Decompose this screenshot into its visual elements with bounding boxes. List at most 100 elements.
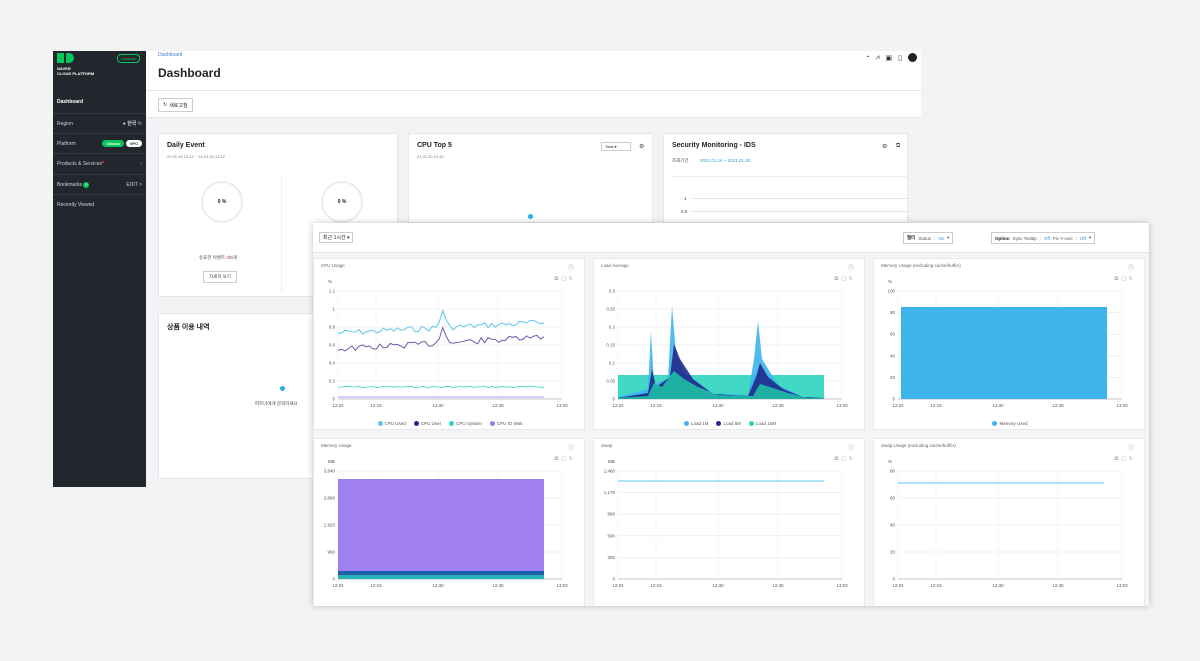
y-tick-label: 0 (332, 577, 335, 582)
platform-label: Platform (57, 140, 76, 147)
load-1m-area (618, 306, 824, 399)
cpu-top5-card: CPU Top 5 21.01.20 12:12 Total ▾ ⚙ (408, 133, 653, 223)
y-tick-label: 0 (892, 397, 895, 402)
sync-tooltip-label: Sync Tooltip (1012, 235, 1037, 241)
book-icon[interactable]: ▯ (898, 54, 902, 62)
sidebar-item-bookmarks[interactable]: Bookmarks 0 EDIT ˄ (53, 174, 146, 194)
panel-tools-icon[interactable]: ⧉▢↻ (1114, 276, 1136, 282)
document-icon[interactable]: ▣ (885, 54, 893, 62)
panel-tools-icon[interactable]: ⧉▢↻ (834, 276, 856, 282)
panel-tools-icon[interactable]: ⧉▢↻ (834, 456, 856, 462)
info-icon[interactable]: ⓘ (1127, 446, 1134, 452)
panel-chart: MB 3,840 2,880 1,920 960 012:04 12:15 12:30 12:4… (324, 459, 568, 588)
console-button[interactable]: Console (117, 54, 140, 63)
legend-item[interactable]: Load 15M (749, 421, 776, 426)
x-tick-label: 13:03 (1116, 583, 1128, 588)
x-tick-label: 12:45 (492, 403, 504, 408)
detail-button[interactable]: 자세히 보기 (203, 271, 237, 283)
status-label: Status (918, 235, 932, 241)
x-tick-label: 12:15 (650, 583, 662, 588)
usage-title: 상품 이용 내역 (167, 324, 210, 331)
panel-tools-icon[interactable]: ⧉▢↻ (554, 276, 576, 282)
sidebar-item-dashboard[interactable]: Dashboard (53, 92, 146, 112)
chart-icon[interactable]: ⩘ (875, 53, 880, 61)
y-tick-label: 0.4 (329, 361, 336, 366)
sidebar-item-platform: Platform Classic VPC (53, 133, 146, 153)
naver-cloud-logo[interactable]: NAVER CLOUD PLATFORM (57, 53, 94, 76)
daily-event-card: Daily Event 21.01.19 12:12 ~ 21.01.20 12… (158, 133, 398, 297)
bookmarks-count-badge: 0 (83, 181, 90, 188)
chart-legend: CPU Used CPU User CPU System CPU IO Wait (314, 421, 586, 426)
sidebar-item-products[interactable]: Products & Services › (53, 153, 146, 173)
x-tick-label: 12:45 (772, 583, 784, 588)
y-tick-label: 2,880 (324, 496, 336, 501)
sidebar-item-region[interactable]: Region ● 한국 ↻ (53, 113, 146, 133)
panel-tools-icon[interactable]: ⧉▢↻ (1114, 456, 1136, 462)
donut2-value: 0 % (337, 199, 347, 205)
info-icon[interactable]: ⓘ (1127, 266, 1134, 272)
refresh-button[interactable]: ↻ 새로고침 (158, 98, 193, 112)
unit-label: % (888, 459, 892, 464)
option-group[interactable]: Option Sync Tooltip: Off Fix Y-Axis: Off… (991, 232, 1096, 244)
filter-group[interactable]: 필터 Status: No ▾ (903, 232, 954, 244)
caret-down-icon: ▾ (614, 144, 617, 149)
valid-events-label: 유효한 이벤트 (199, 255, 227, 260)
cpu-top5-title: CPU Top 5 (417, 142, 452, 149)
external-link-icon[interactable]: ⧉ (896, 143, 901, 149)
loading-dot-icon (280, 386, 285, 391)
legend-item[interactable]: CPU System (449, 421, 482, 426)
info-icon[interactable]: ⓘ (567, 446, 574, 452)
y-tick: 1 (684, 196, 687, 201)
y-tick-label: 960 (327, 550, 335, 555)
legend-item[interactable]: Load 1M (683, 421, 708, 426)
x-tick-label: 13:03 (836, 583, 848, 588)
x-tick-label: 12:04 (612, 583, 624, 588)
logo-mark-icon (57, 53, 94, 63)
x-tick-label: 12:15 (930, 583, 942, 588)
legend-item[interactable]: CPU IO Wait (489, 421, 522, 426)
caret-down-icon: ▾ (346, 235, 350, 241)
period-select[interactable]: 최근 1시간 ▾ (319, 232, 354, 243)
bookmarks-edit-button[interactable]: EDIT (126, 181, 138, 188)
panel-chart: % 1.2 1 0.8 0.6 0.4 0.2 012:04 12:15 12:30 12:45 13… (328, 279, 568, 408)
globe-icon: ● (122, 121, 126, 127)
x-tick-label: 12:30 (992, 403, 1004, 408)
notification-icon[interactable]: ◔ (865, 54, 870, 61)
platform-classic-toggle[interactable]: Classic (102, 140, 125, 147)
chevron-up-icon[interactable]: ˄ (139, 181, 142, 188)
y-tick-label: 0 (892, 577, 895, 582)
refresh-label: 새로고침 (169, 102, 188, 109)
period-value: 최근 1시간 (323, 235, 346, 241)
panel-tools-icon[interactable]: ⧉▢↻ (554, 456, 576, 462)
legend-item[interactable]: CPU Used (377, 421, 406, 426)
settings-icon[interactable]: ⚙ (882, 144, 888, 150)
avatar[interactable] (908, 53, 917, 62)
info-icon[interactable]: ⓘ (847, 446, 854, 452)
legend-item[interactable]: Memory Used (992, 421, 1028, 426)
platform-vpc-toggle[interactable]: VPC (125, 140, 142, 147)
toolbar: ↻ 새로고침 (146, 91, 921, 118)
brand-line1: NAVER (57, 66, 71, 71)
y-tick-label: 3,840 (324, 469, 336, 474)
bookmarks-label: Bookmarks (57, 181, 83, 188)
y-tick-label: 100 (887, 289, 895, 294)
sidebar-item-recently-viewed[interactable]: Recently Viewed (53, 194, 146, 214)
y-tick-label: 0.05 (606, 379, 615, 384)
refresh-small-icon[interactable]: ↻ (137, 121, 142, 127)
y-tick-label: 1 (332, 307, 335, 312)
sync-tooltip-value: Off (1043, 235, 1050, 241)
info-icon[interactable]: ⓘ (567, 266, 574, 272)
panel-title: Load Average (601, 263, 629, 268)
y-tick-label: 40 (890, 353, 896, 358)
cpu-top5-select[interactable]: Total ▾ (601, 142, 631, 151)
legend-item[interactable]: Load 5M (716, 421, 741, 426)
x-tick-label: 12:04 (892, 583, 904, 588)
breadcrumb[interactable]: Dashboard (158, 52, 183, 58)
legend-item[interactable]: CPU User (413, 421, 441, 426)
daily-event-title: Daily Event (167, 142, 205, 149)
sidebar: NAVER CLOUD PLATFORM Console Dashboard Re… (53, 51, 146, 487)
settings-icon[interactable]: ⚙ (639, 144, 645, 150)
info-icon[interactable]: ⓘ (847, 266, 854, 272)
swap-panel: Swap ⓘ ⧉▢↻ MB 1,460 1,170 880 590 300 0 12:04 12:15… (593, 438, 865, 606)
caret-down-icon: ▾ (947, 235, 950, 240)
